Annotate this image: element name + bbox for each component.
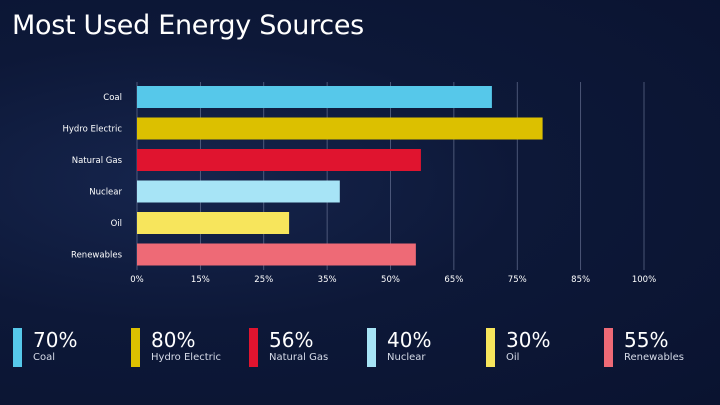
legend-value: 80% [151, 328, 196, 352]
y-tick-label: Coal [103, 93, 122, 103]
bar [137, 86, 492, 108]
x-tick-label: 15% [191, 275, 210, 285]
x-tick-label: 100% [632, 275, 656, 285]
bar [137, 212, 290, 234]
y-tick-label: Oil [111, 219, 122, 229]
x-tick-label: 85% [571, 275, 590, 285]
y-tick-label: Nuclear [89, 188, 122, 198]
legend-label: Nuclear [387, 352, 426, 363]
chart-legend: 70% Coal 80% Hydro Electric 56% Natural … [0, 324, 720, 374]
x-tick-label: 0% [130, 275, 144, 285]
x-tick-label: 65% [444, 275, 463, 285]
x-tick-label: 50% [381, 275, 400, 285]
legend-label: Oil [506, 352, 520, 363]
x-tick-label: 25% [254, 275, 273, 285]
bar-chart: 0% 15% 25% 35% 50% 65% 75% 85% 100% Coal Hydro Ele… [62, 82, 656, 285]
legend-value: 30% [506, 328, 551, 352]
legend-swatch [367, 328, 376, 367]
legend-swatch [249, 328, 258, 367]
legend-swatch [604, 328, 613, 367]
page-title: Most Used Energy Sources [12, 10, 364, 41]
bar [137, 117, 543, 140]
legend-label: Renewables [624, 352, 684, 363]
legend-label: Coal [33, 352, 56, 363]
legend-value: 40% [387, 328, 432, 352]
x-tick-label: 35% [318, 275, 337, 285]
legend-label: Natural Gas [269, 352, 329, 363]
bar [137, 243, 416, 266]
legend-value: 56% [269, 328, 314, 352]
y-tick-label: Natural Gas [72, 156, 123, 166]
legend-swatch [486, 328, 495, 367]
bar [137, 149, 421, 171]
x-tick-label: 75% [508, 275, 527, 285]
y-tick-label: Hydro Electric [62, 125, 122, 135]
legend-value: 70% [33, 328, 78, 352]
legend-swatch [13, 328, 22, 367]
y-tick-label: Renewables [71, 251, 123, 261]
legend-value: 55% [624, 328, 669, 352]
bar [137, 180, 340, 203]
legend-label: Hydro Electric [151, 352, 222, 363]
legend-swatch [131, 328, 140, 367]
